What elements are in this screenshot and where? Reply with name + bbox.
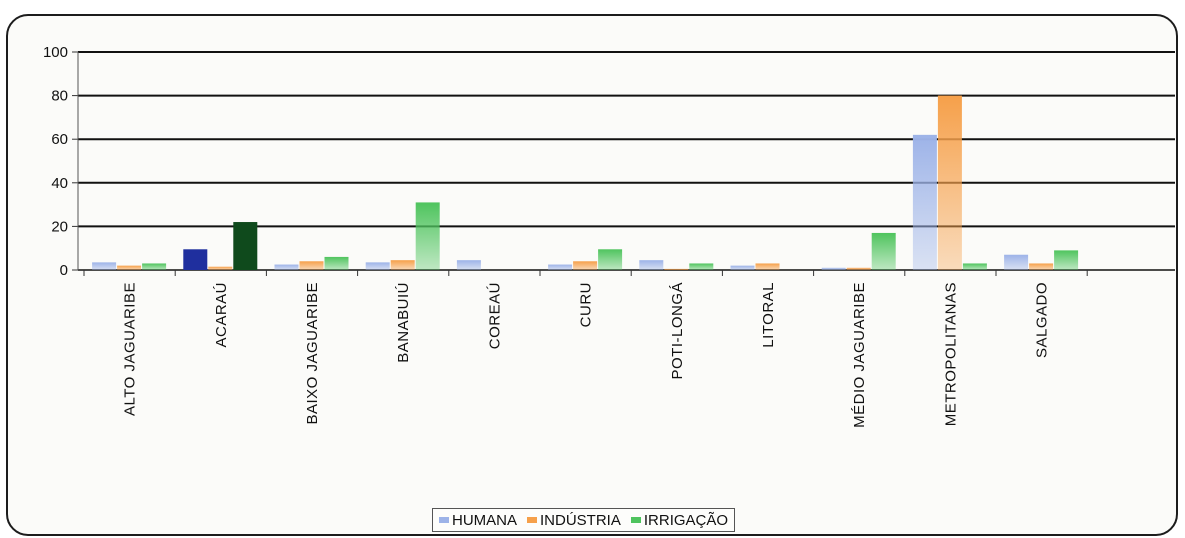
bar-irrigação <box>598 249 623 270</box>
chart-frame <box>6 14 1178 536</box>
y-tick-label: 100 <box>43 44 68 61</box>
x-category-label: SALGADO <box>1034 282 1051 358</box>
bar-humana <box>912 134 937 270</box>
bar-irrigação <box>871 232 896 270</box>
bar-indústria <box>573 261 598 270</box>
bar-humana <box>821 267 846 270</box>
bar-indústria <box>664 268 689 270</box>
bar-indústria <box>1029 263 1054 270</box>
x-category-label: LITORAL <box>760 282 777 348</box>
legend-label: INDÚSTRIA <box>540 511 621 529</box>
bar-irrigação <box>415 202 440 270</box>
bar-humana <box>456 260 481 270</box>
bar-indústria <box>117 265 142 270</box>
y-tick-label: 40 <box>51 175 68 192</box>
bar-indústria <box>937 95 962 270</box>
x-category-label: POTI-LONGÁ <box>669 282 686 380</box>
legend-item: IRRIGAÇÃO <box>630 511 729 529</box>
x-category-label: MÉDIO JAGUARIBE <box>851 282 868 428</box>
bar-indústria <box>755 263 780 270</box>
legend-swatch <box>630 517 641 523</box>
bar-humana <box>92 262 117 270</box>
bar-indústria <box>208 266 233 270</box>
x-category-label: METROPOLITANAS <box>942 282 959 426</box>
bar-humana <box>639 260 664 270</box>
x-category-label: ALTO JAGUARIBE <box>122 282 139 416</box>
bar-irrigação <box>1054 250 1079 270</box>
x-category-label: ACARAÚ <box>213 282 230 348</box>
x-category-label: COREAÚ <box>486 282 503 349</box>
legend-swatch <box>527 517 538 523</box>
bar-humana <box>548 264 573 270</box>
bar-humana <box>274 264 299 270</box>
bar-irrigação <box>233 222 258 270</box>
chart-legend: HUMANA INDÚSTRIA IRRIGAÇÃO <box>432 508 736 532</box>
bar-indústria <box>846 267 871 270</box>
y-tick-label: 80 <box>51 88 68 105</box>
bar-humana <box>1004 254 1029 270</box>
legend-item: INDÚSTRIA <box>527 512 621 529</box>
legend-label: HUMANA <box>452 511 518 529</box>
legend-label: IRRIGAÇÃO <box>643 511 729 529</box>
bar-humana <box>730 265 755 270</box>
bar-irrigação <box>689 263 714 270</box>
bar-humana <box>183 249 208 270</box>
y-tick-label: 0 <box>60 262 68 279</box>
bar-irrigação <box>962 263 987 270</box>
bar-indústria <box>390 260 415 270</box>
bar-irrigação <box>324 256 349 270</box>
legend-swatch <box>439 517 449 523</box>
x-category-label: BANABUIÚ <box>395 282 412 363</box>
legend-item: HUMANA <box>439 512 517 529</box>
x-category-label: CURU <box>578 282 595 327</box>
y-tick-label: 20 <box>51 218 68 235</box>
x-category-label: BAIXO JAGUARIBE <box>304 282 321 425</box>
bar-irrigação <box>142 263 167 270</box>
bar-humana <box>365 262 390 270</box>
y-tick-label: 60 <box>51 131 68 148</box>
bar-indústria <box>299 261 324 270</box>
